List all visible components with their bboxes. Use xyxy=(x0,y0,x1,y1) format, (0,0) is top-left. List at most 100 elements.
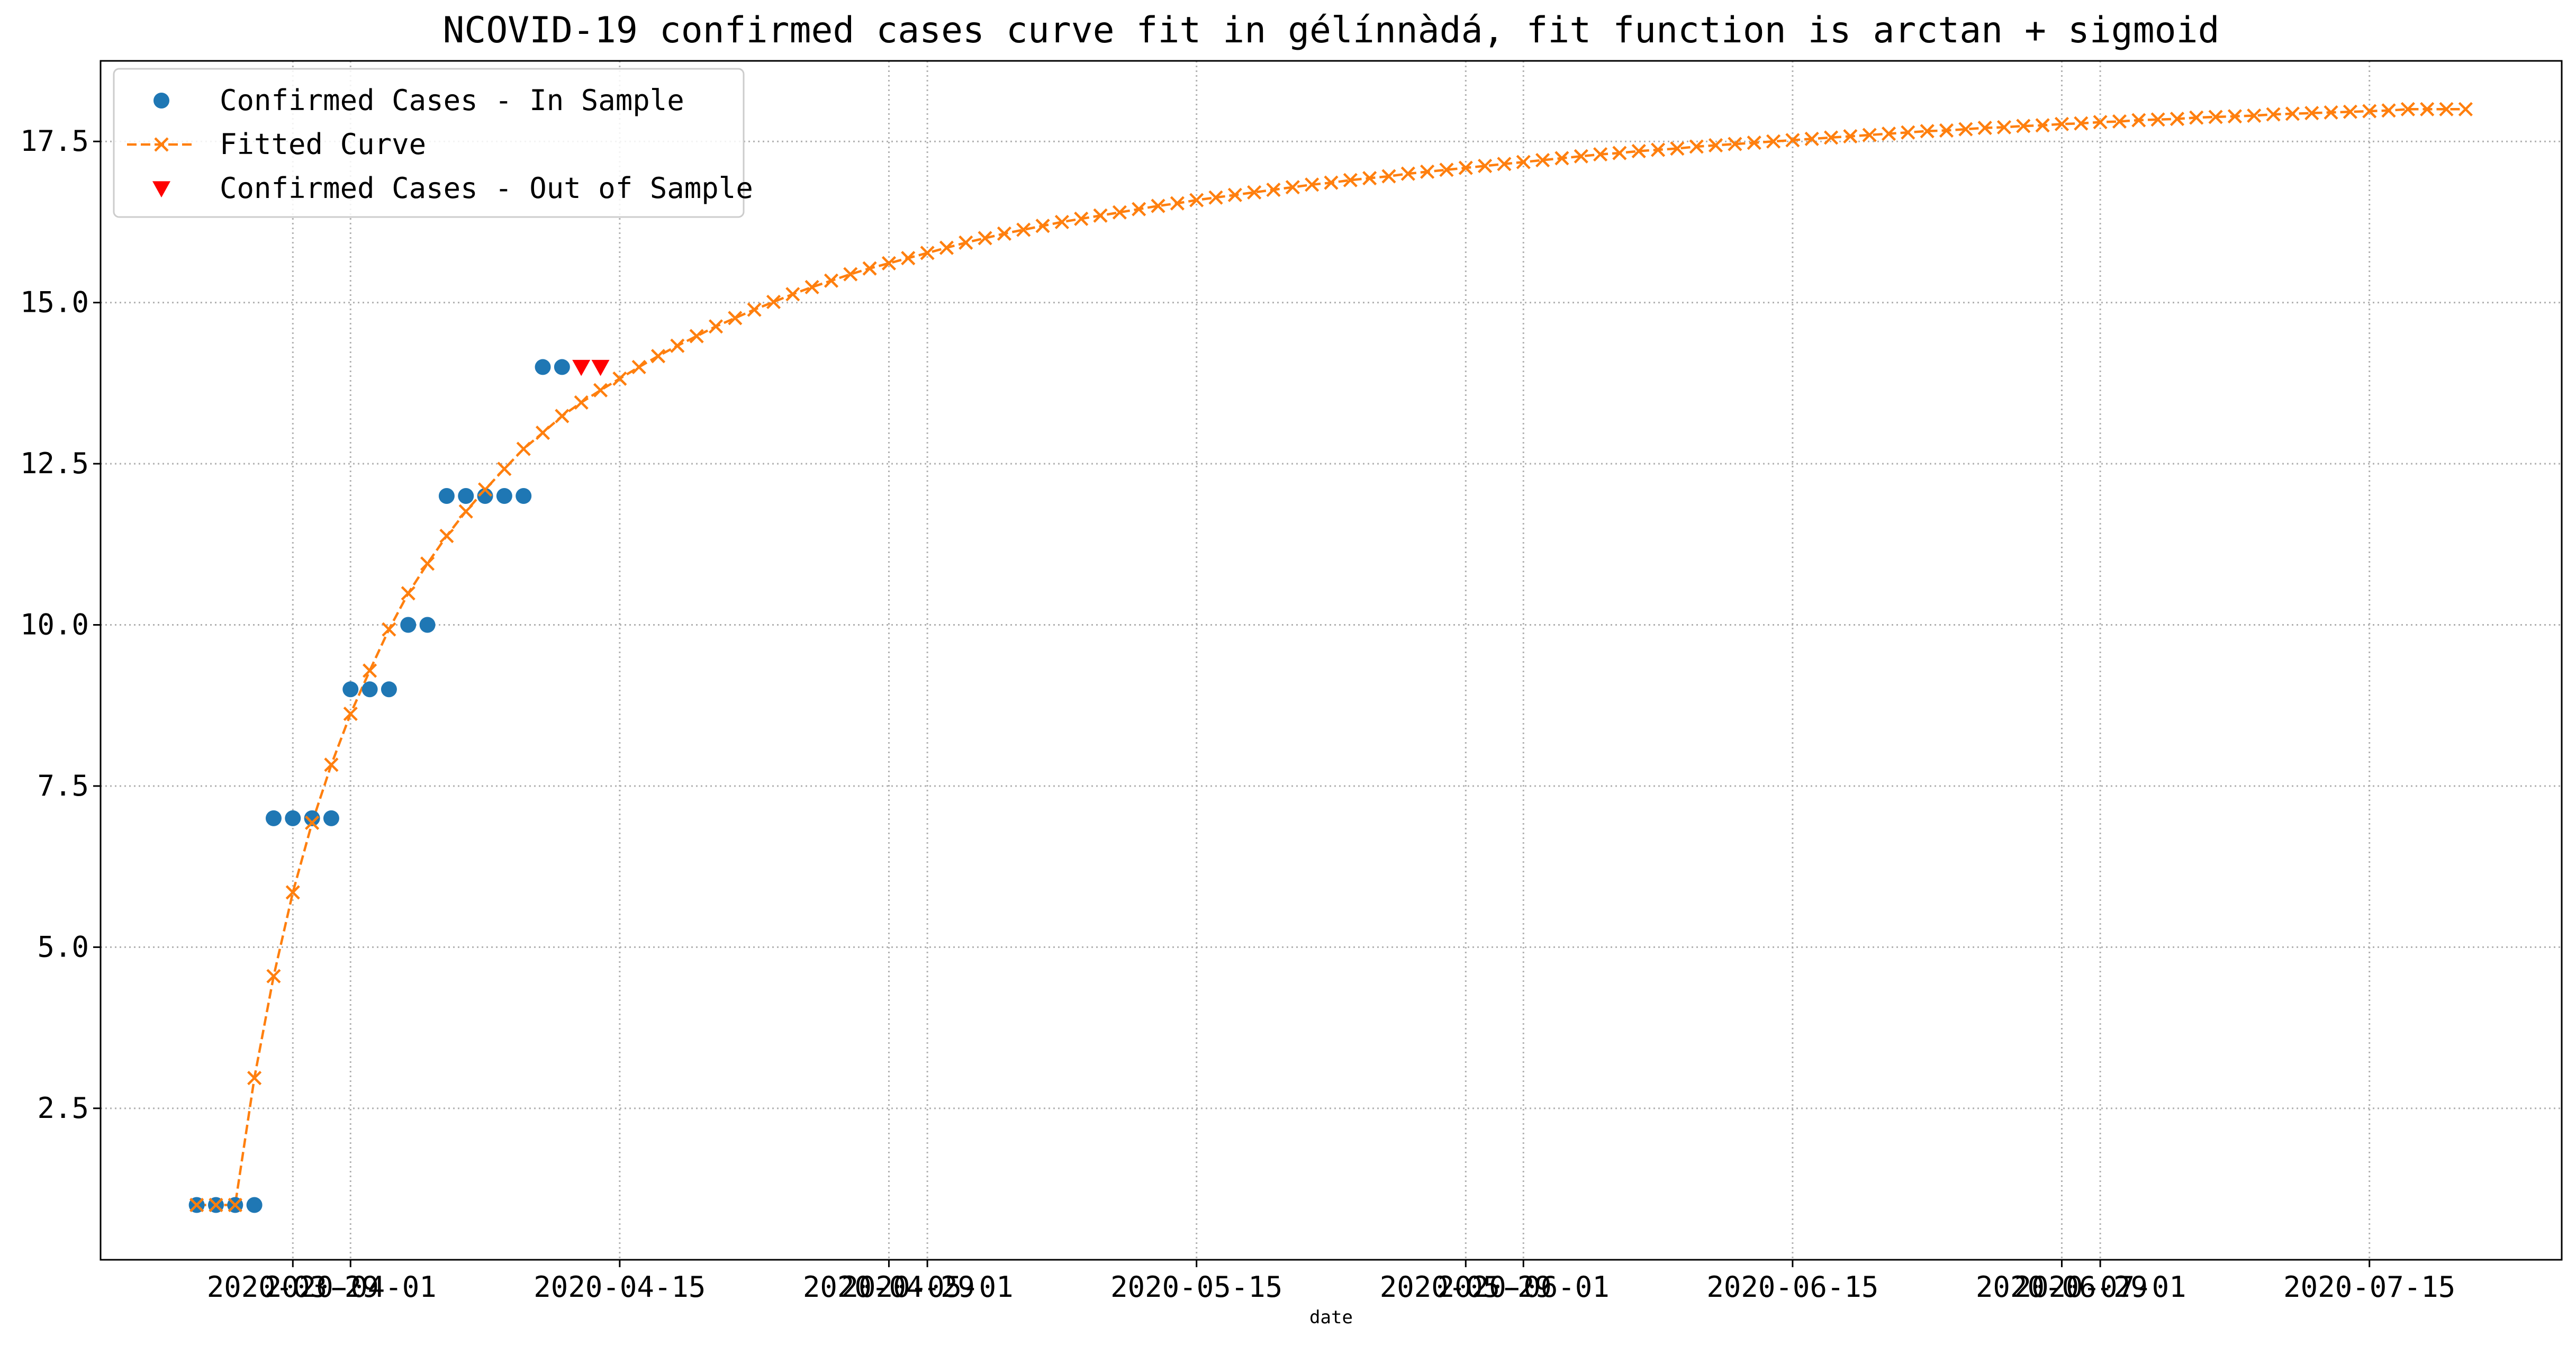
in-sample-point xyxy=(496,488,512,504)
fitted-marker xyxy=(285,885,300,900)
legend-x-marker xyxy=(154,137,169,152)
in-sample-point xyxy=(342,681,359,698)
fitted-marker xyxy=(593,383,608,398)
fitted-marker xyxy=(2439,102,2454,116)
fitted-marker xyxy=(555,409,570,423)
fitted-marker xyxy=(228,1197,242,1213)
fitted-marker xyxy=(824,273,839,288)
legend-marker-fitted xyxy=(127,137,196,152)
fitted-marker xyxy=(189,1197,204,1213)
in-sample-point xyxy=(438,488,455,504)
fitted-marker xyxy=(1708,138,1723,153)
fitted-marker xyxy=(1843,129,1858,144)
y-tick-label: 5.0 xyxy=(37,930,89,963)
fitted-marker xyxy=(1650,142,1666,157)
fitted-marker xyxy=(1516,155,1531,169)
fitted-marker xyxy=(516,441,531,456)
legend-entry-fitted: Fitted Curve xyxy=(127,128,426,161)
y-tick-label: 2.5 xyxy=(37,1091,89,1125)
fitted-marker xyxy=(2266,107,2281,122)
fitted-marker xyxy=(689,329,704,344)
fitted-marker xyxy=(670,338,685,353)
fitted-marker xyxy=(1670,141,1685,156)
fitted-marker xyxy=(1151,198,1165,213)
legend-circle-marker xyxy=(153,93,169,109)
in-sample-point xyxy=(554,359,570,375)
fitted-marker xyxy=(1631,143,1646,159)
fitted-marker xyxy=(881,256,897,270)
fitted-marker xyxy=(1132,202,1146,216)
fitted-marker xyxy=(650,349,666,364)
fitted-marker xyxy=(1766,134,1781,149)
axes: 2.55.07.510.012.515.017.52020-03-292020-… xyxy=(20,124,2455,1304)
fitted-marker xyxy=(2343,104,2357,119)
fitted-marker xyxy=(843,267,858,282)
x-tick-label: 2020-07-01 xyxy=(2014,1270,2186,1304)
fitted-marker xyxy=(747,302,762,317)
fitted-marker xyxy=(1939,123,1954,138)
fitted-marker xyxy=(2400,102,2415,116)
legend-marker-in-sample xyxy=(153,93,169,109)
fitted-marker xyxy=(1458,160,1473,175)
fitted-marker xyxy=(901,251,916,266)
fitted-marker xyxy=(1208,190,1223,205)
fitted-marker xyxy=(2208,110,2223,124)
fitted-marker xyxy=(1689,139,1704,154)
out-of-sample-point xyxy=(572,359,591,376)
legend-label-in-sample: Confirmed Cases - In Sample xyxy=(220,84,684,117)
fitted-marker xyxy=(1996,120,2012,135)
fitted-marker xyxy=(2381,103,2396,118)
fitted-marker xyxy=(1381,169,1396,184)
fitted-marker xyxy=(2362,104,2377,119)
fitted-marker xyxy=(939,240,954,255)
fitted-marker xyxy=(1439,163,1454,177)
fitted-marker xyxy=(1535,152,1550,168)
x-tick-label: 2020-04-01 xyxy=(265,1270,437,1304)
fitted-marker xyxy=(766,294,781,310)
in-sample-point xyxy=(535,359,551,375)
fitted-marker xyxy=(2247,108,2262,123)
fitted-marker xyxy=(1035,219,1050,233)
fitted-marker xyxy=(1016,222,1031,237)
fitted-marker xyxy=(1247,185,1262,200)
legend-marker-out-of-sample xyxy=(152,181,170,197)
fitted-marker xyxy=(2035,118,2050,133)
fitted-marker xyxy=(1343,173,1358,187)
fitted-marker xyxy=(1497,157,1512,171)
fitted-marker xyxy=(1862,128,1877,142)
x-tick-label: 2020-04-15 xyxy=(534,1270,706,1304)
fitted-marker xyxy=(2131,113,2146,128)
series-layer xyxy=(188,102,2473,1213)
fitted-marker xyxy=(401,586,415,601)
fitted-marker xyxy=(2420,102,2435,116)
fitted-marker xyxy=(1305,177,1319,192)
x-tick-label: 2020-04-29 xyxy=(803,1270,975,1304)
in-sample-point xyxy=(285,810,301,826)
fitted-marker xyxy=(2285,106,2300,121)
fitted-marker xyxy=(420,556,435,571)
fitted-marker xyxy=(2458,102,2473,116)
in-sample-point xyxy=(246,1197,263,1213)
fitted-marker xyxy=(1170,196,1185,211)
fitted-marker xyxy=(2112,114,2127,129)
x-tick-label: 2020-06-15 xyxy=(1706,1270,1878,1304)
fitted-marker xyxy=(1574,149,1588,164)
fitted-marker xyxy=(862,261,877,276)
fitted-marker xyxy=(1823,130,1839,145)
fitted-marker xyxy=(2170,112,2185,127)
legend-label-fitted: Fitted Curve xyxy=(220,128,426,161)
fitted-marker xyxy=(1612,146,1627,160)
fitted-marker xyxy=(305,815,320,830)
fitted-marker xyxy=(1112,205,1127,220)
fitted-marker xyxy=(959,235,973,250)
fitted-marker xyxy=(805,279,819,295)
in-sample-point xyxy=(419,617,436,633)
fitted-marker xyxy=(1958,122,1973,137)
fitted-marker xyxy=(2093,115,2108,130)
fitted-marker xyxy=(1400,166,1415,181)
fitted-marker xyxy=(708,319,724,334)
fitted-marker xyxy=(1593,147,1608,162)
fitted-marker xyxy=(785,287,800,302)
x-tick-label: 2020-07-15 xyxy=(2283,1270,2455,1304)
